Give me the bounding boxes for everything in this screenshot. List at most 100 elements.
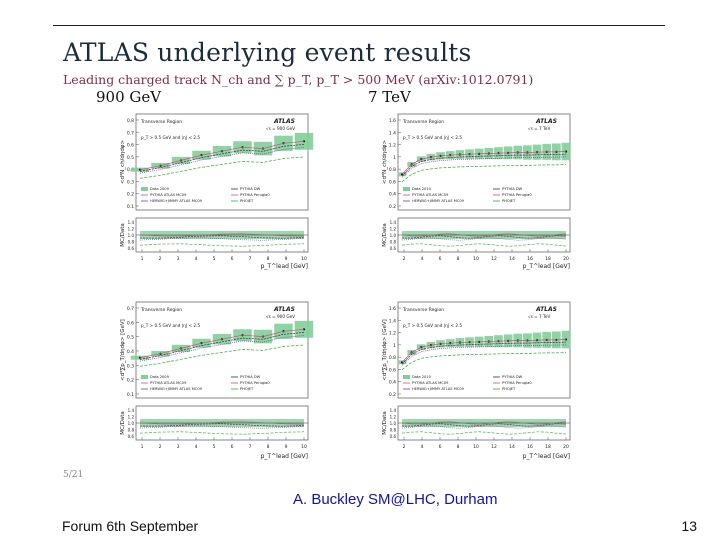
- cut-label: p_T > 0.5 GeV and |η| < 2.5: [403, 135, 462, 140]
- y-tick-label: 0.7: [127, 130, 134, 136]
- y-tick-label: 1.6: [389, 306, 396, 312]
- y-tick-label: 1.4: [389, 130, 396, 136]
- slide-title: ATLAS underlying event results: [63, 38, 472, 67]
- ratio-axis-label: MC/Data: [120, 411, 126, 435]
- footer-event: Forum 6th September: [62, 518, 199, 534]
- x-axis-label: p_T^lead [GeV]: [261, 263, 308, 270]
- plot-panel-7tev-sumpt: 1.6 1.4 1.2 1 0.8 0.6 0.4 0.2 1.4 1.2 1.0 0.8 0.6 2 4 6…: [380, 298, 576, 462]
- energy-label: √s = 7 TeV: [528, 126, 550, 131]
- y-tick-label: 0.1: [127, 204, 134, 210]
- region-label: Transverse Region: [140, 307, 182, 313]
- x-axis-label: p_T^lead [GeV]: [523, 453, 570, 460]
- page-number: 13: [681, 518, 697, 534]
- x-axis-label: p_T^lead [GeV]: [261, 453, 308, 460]
- y-tick-label: 0.5: [127, 335, 134, 341]
- cut-label: p_T > 0.5 GeV and |η| < 2.5: [141, 323, 200, 328]
- y-tick-label: 0.2: [389, 392, 396, 398]
- ratio-tick-label: 0.6: [390, 246, 397, 251]
- atlas-label: ATLAS: [535, 118, 557, 125]
- x-tick-label: 10: [301, 444, 307, 450]
- top-rule: [53, 25, 665, 26]
- main-plot-frame: [397, 113, 571, 211]
- main-plot-frame: [135, 113, 309, 211]
- x-tick-label: 8: [267, 256, 270, 262]
- region-label: Transverse Region: [402, 119, 444, 125]
- legend-entry: PYTHIA Perugia0: [502, 193, 532, 197]
- legend-entry: HERWIG+JIMMY ATLAS MC09: [150, 199, 203, 203]
- legend-swatch: [141, 187, 148, 191]
- ratio-curve: [401, 423, 567, 427]
- energy-label-7tev: 7 TeV: [368, 88, 411, 106]
- legend-swatch: [403, 187, 410, 191]
- legend-entry: PYTHIA Perugia0: [240, 381, 270, 385]
- y-axis-label: <d²N_ch/dηdφ>: [381, 139, 388, 184]
- y-axis-label: <d²∑p_T/dηdφ> [GeV]: [381, 319, 388, 381]
- mc-curve: [401, 352, 567, 370]
- x-tick-label: 8: [267, 444, 270, 450]
- x-tick-label: 6: [439, 444, 442, 450]
- ratio-tick-label: 1.2: [128, 415, 135, 420]
- x-tick-label: 2: [159, 444, 162, 450]
- legend-entry: PYTHIA DW: [502, 187, 523, 191]
- ratio-curve: [139, 233, 305, 237]
- ratio-curve: [401, 237, 567, 241]
- ratio-curve: [139, 431, 305, 435]
- mc-curve: [401, 164, 567, 182]
- legend-entry: PHOJET: [240, 387, 254, 391]
- y-tick-label: 0.5: [127, 155, 134, 161]
- ratio-curve: [139, 425, 305, 429]
- x-tick-label: 14: [509, 444, 515, 450]
- data-point: [302, 140, 306, 143]
- ratio-curve: [401, 243, 567, 247]
- ratio-tick-label: 0.8: [128, 240, 135, 245]
- ratio-tick-label: 1.0: [128, 233, 135, 238]
- mc-curve: [139, 144, 305, 172]
- ratio-tick-label: 0.6: [128, 434, 135, 439]
- main-plot-frame: [397, 301, 571, 399]
- cut-label: p_T > 0.5 GeV and |η| < 2.5: [403, 323, 462, 328]
- slide-subtitle: Leading charged track N_ch and ∑ p_T, p_…: [63, 72, 534, 87]
- energy-label: √s = 900 GeV: [266, 126, 295, 131]
- atlas-label: ATLAS: [535, 306, 557, 313]
- ratio-tick-label: 1.2: [128, 227, 135, 232]
- y-tick-label: 0.1: [127, 392, 134, 398]
- y-tick-label: 0.2: [127, 192, 134, 198]
- legend-entry: PHOJET: [240, 199, 254, 203]
- legend-entry: Data 2009: [150, 187, 170, 191]
- y-tick-label: 0.4: [127, 349, 134, 355]
- mc-curve: [139, 344, 305, 367]
- mc-curve: [401, 151, 567, 175]
- y-tick-label: 1.6: [389, 118, 396, 124]
- mc-curve: [401, 153, 567, 177]
- ratio-tick-label: 0.8: [390, 428, 397, 433]
- y-tick-label: 1.4: [389, 318, 396, 324]
- ratio-tick-label: 0.6: [128, 246, 135, 251]
- y-tick-label: 0.2: [389, 204, 396, 210]
- ratio-tick-label: 1.2: [390, 415, 397, 420]
- x-tick-label: 3: [177, 444, 180, 450]
- ratio-curve: [401, 233, 567, 237]
- ratio-axis-label: MC/Data: [120, 223, 126, 247]
- x-tick-label: 18: [545, 256, 551, 262]
- y-tick-label: 0.8: [389, 167, 396, 173]
- ratio-curve: [401, 421, 567, 425]
- x-tick-label: 18: [545, 444, 551, 450]
- legend-entry: PYTHIA DW: [502, 375, 523, 379]
- legend-entry: HERWIG+JIMMY ATLAS MC09: [412, 387, 465, 391]
- x-tick-label: 10: [301, 256, 307, 262]
- atlas-label: ATLAS: [273, 306, 295, 313]
- x-tick-label: 8: [457, 444, 460, 450]
- region-label: Transverse Region: [140, 119, 182, 125]
- legend-entry: HERWIG+JIMMY ATLAS MC09: [412, 199, 465, 203]
- x-tick-label: 12: [491, 444, 497, 450]
- ratio-curve: [139, 237, 305, 241]
- y-tick-label: 1.2: [389, 331, 396, 337]
- ratio-tick-label: 1.0: [390, 421, 397, 426]
- legend-entry: PYTHIA Perugia0: [502, 381, 532, 385]
- x-tick-label: 20: [563, 256, 569, 262]
- y-tick-label: 0.3: [127, 179, 134, 185]
- legend-entry: PHOJET: [502, 199, 516, 203]
- x-tick-label: 20: [563, 444, 569, 450]
- plot-panel-7tev-nch: 1.6 1.4 1.2 1 0.8 0.6 0.4 0.2 1.4 1.2 1.0 0.8 0.6 2 4 6…: [380, 110, 576, 272]
- y-tick-label: 0.8: [127, 118, 134, 124]
